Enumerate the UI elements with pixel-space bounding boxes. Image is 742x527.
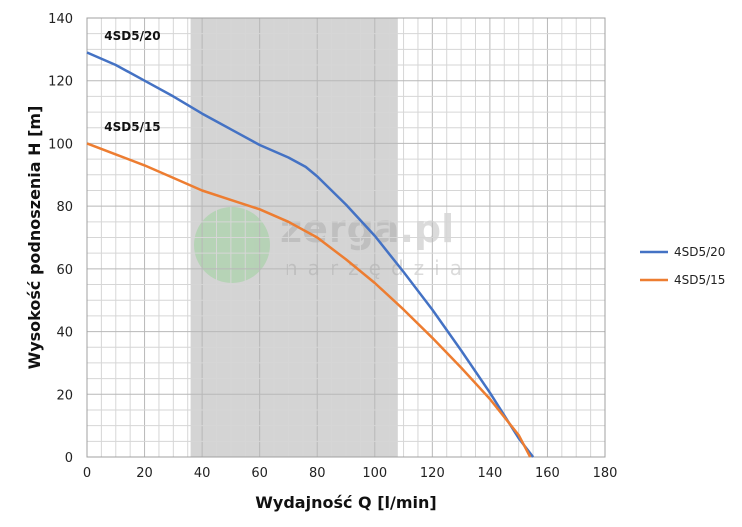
watermark-logo: zerga.pl narzędzia	[194, 207, 472, 283]
x-tick-label: 80	[309, 466, 326, 481]
plot-frame	[86, 17, 606, 458]
x-tick-label: 180	[593, 466, 618, 481]
watermark-sub: narzędzia	[285, 256, 472, 280]
legend-entry-4sd5-20: 4SD5/20	[674, 245, 725, 259]
y-tick-label: 100	[48, 137, 73, 152]
x-tick-label: 140	[477, 466, 502, 481]
series-label-4sd5-15: 4SD5/15	[104, 120, 160, 134]
y-tick-label: 120	[48, 75, 73, 90]
series-lines	[86, 51, 535, 458]
x-tick-label: 120	[420, 466, 445, 481]
series-line-1	[86, 142, 532, 458]
x-tick-label: 100	[362, 466, 387, 481]
y-tick-label: 0	[65, 451, 73, 466]
y-axis-title: Wysokość podnoszenia H [m]	[25, 106, 44, 370]
x-tick-label: 160	[535, 466, 560, 481]
y-tick-label: 20	[56, 388, 73, 403]
legend-entry-4sd5-15: 4SD5/15	[674, 273, 725, 287]
x-tick-label: 40	[194, 466, 211, 481]
legend: 4SD5/20 4SD5/15	[640, 245, 725, 287]
y-tick-label: 60	[56, 263, 73, 278]
x-axis-title: Wydajność Q [l/min]	[255, 493, 436, 512]
series-line-0	[86, 51, 535, 458]
grid-lines	[86, 17, 606, 458]
y-tick-label: 140	[48, 12, 73, 27]
y-tick-label: 80	[56, 200, 73, 215]
y-axis-ticks: 0 20 40 60 80 100 120 140	[48, 12, 73, 466]
x-tick-label: 0	[83, 466, 91, 481]
x-tick-label: 60	[251, 466, 268, 481]
series-label-4sd5-20: 4SD5/20	[104, 29, 160, 43]
x-tick-label: 20	[136, 466, 153, 481]
x-axis-ticks: 0 20 40 60 80 100 120 140 160 180	[83, 466, 618, 481]
y-tick-label: 40	[56, 326, 73, 341]
